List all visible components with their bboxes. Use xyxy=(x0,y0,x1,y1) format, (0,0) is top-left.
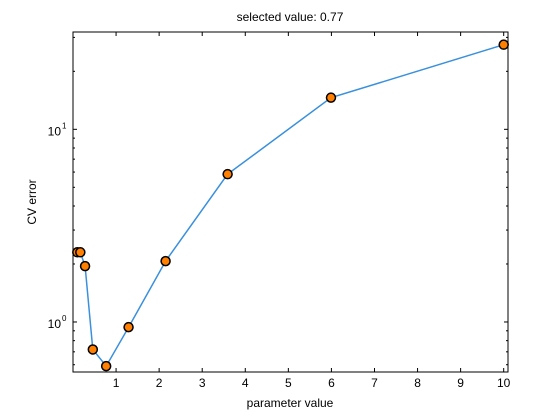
x-axis-ticks: 1 2 3 4 5 6 7 8 9 10 xyxy=(113,32,511,390)
x-tick-label: 5 xyxy=(285,376,292,390)
series-line-group xyxy=(77,43,504,368)
x-tick-label: 6 xyxy=(328,376,335,390)
data-point xyxy=(160,255,171,267)
y-tick-label-exponent: 0 xyxy=(62,314,67,323)
x-axis-label: parameter value xyxy=(247,396,334,410)
y-axis-label: CV error xyxy=(25,179,39,224)
data-point xyxy=(222,168,233,180)
x-tick-label: 1 xyxy=(113,376,120,390)
x-tick-label: 4 xyxy=(242,376,249,390)
x-tick-label: 2 xyxy=(156,376,163,390)
plot-area xyxy=(72,31,509,373)
x-tick-label: 3 xyxy=(199,376,206,390)
x-tick-label: 7 xyxy=(371,376,378,390)
data-point xyxy=(100,360,112,372)
y-tick-label: 10 xyxy=(48,124,62,138)
data-point xyxy=(325,92,337,103)
x-tick-label: 10 xyxy=(497,376,511,390)
data-point xyxy=(75,247,86,258)
x-tick-label: 8 xyxy=(414,376,421,390)
data-point xyxy=(498,39,509,50)
y-tick-label-exponent: 1 xyxy=(62,121,67,130)
series-line xyxy=(77,43,504,368)
data-point xyxy=(87,344,99,355)
data-point xyxy=(79,260,91,272)
series-points-group xyxy=(72,39,509,372)
chart-title: selected value: 0.77 xyxy=(237,10,344,24)
data-point xyxy=(123,321,134,333)
y-tick-label: 10 xyxy=(48,317,62,331)
x-tick-label: 9 xyxy=(457,376,464,390)
